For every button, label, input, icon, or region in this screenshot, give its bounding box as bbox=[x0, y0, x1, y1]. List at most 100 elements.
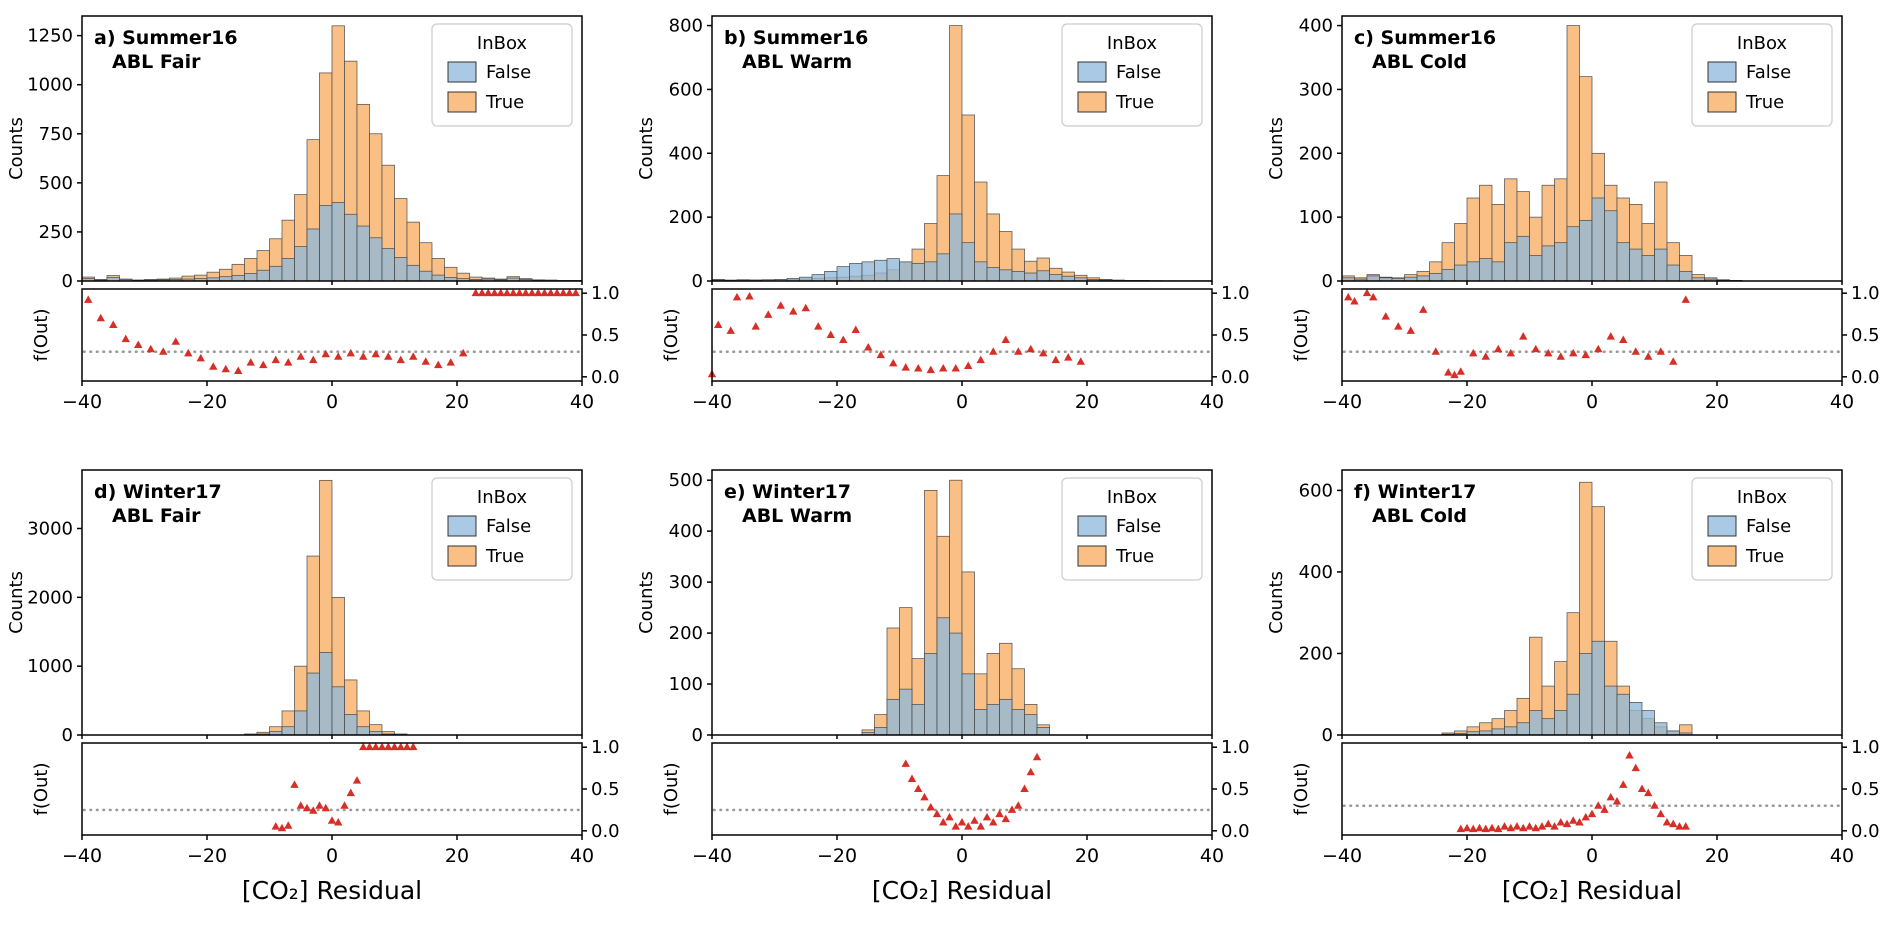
hist-y-axis: 0 250 500 750 1000 1250 bbox=[27, 26, 583, 292]
fout-y-label: f(Out) bbox=[31, 308, 52, 361]
legend-label-false: False bbox=[486, 62, 531, 83]
hist-false-bars bbox=[1341, 197, 1730, 282]
legend-swatch-true bbox=[447, 545, 477, 567]
legend: InBox False True bbox=[431, 477, 573, 581]
panel-f: 0 200 400 600 Counts f) Winter17 ABL Cold InBox… bbox=[1262, 460, 1892, 915]
svg-text:ABL Fair: ABL Fair bbox=[112, 51, 201, 73]
hist-false-bars bbox=[1441, 640, 1693, 736]
svg-text:0.5: 0.5 bbox=[1851, 779, 1880, 800]
svg-text:ABL Cold: ABL Cold bbox=[1372, 505, 1467, 527]
hist-y-axis: 0 100 200 300 400 500 bbox=[669, 470, 1213, 746]
svg-text:40: 40 bbox=[1200, 845, 1224, 867]
legend-swatch-false bbox=[1707, 61, 1737, 83]
fout-markers bbox=[707, 292, 1085, 378]
x-axis: −40 −20 0 20 40 bbox=[692, 835, 1224, 867]
svg-text:−40: −40 bbox=[1322, 845, 1362, 867]
svg-text:−20: −20 bbox=[1447, 391, 1487, 413]
svg-text:0: 0 bbox=[1322, 725, 1333, 746]
svg-text:0: 0 bbox=[1322, 271, 1333, 292]
svg-text:0.5: 0.5 bbox=[1221, 325, 1250, 346]
svg-text:−20: −20 bbox=[187, 845, 227, 867]
hist-y-axis: 0 1000 2000 3000 bbox=[27, 519, 583, 746]
legend-label-true: True bbox=[1115, 92, 1154, 113]
svg-text:40: 40 bbox=[570, 845, 594, 867]
svg-text:1.0: 1.0 bbox=[1851, 283, 1880, 304]
fout-frame bbox=[1341, 742, 1843, 836]
svg-text:0.0: 0.0 bbox=[591, 367, 620, 388]
legend-swatch-false bbox=[1077, 515, 1107, 537]
legend-swatch-false bbox=[1707, 515, 1737, 537]
svg-text:20: 20 bbox=[445, 845, 469, 867]
fout-markers bbox=[1456, 751, 1690, 833]
svg-text:100: 100 bbox=[1299, 207, 1333, 228]
svg-text:c) Summer16: c) Summer16 bbox=[1354, 27, 1496, 49]
svg-text:2000: 2000 bbox=[27, 587, 73, 608]
x-axis-label: [CO₂] Residual bbox=[242, 876, 422, 905]
fout-panel: 0.0 0.5 1.0 bbox=[711, 737, 1250, 842]
svg-text:200: 200 bbox=[669, 207, 703, 228]
svg-text:400: 400 bbox=[669, 143, 703, 164]
svg-text:b) Summer16: b) Summer16 bbox=[724, 27, 868, 49]
fout-panel: 0.0 0.5 1.0 bbox=[707, 283, 1250, 388]
svg-text:−40: −40 bbox=[692, 845, 732, 867]
svg-text:400: 400 bbox=[1299, 16, 1333, 37]
svg-text:0: 0 bbox=[326, 845, 338, 867]
x-axis: −40 −20 0 20 40 bbox=[62, 835, 594, 867]
svg-text:40: 40 bbox=[1830, 845, 1854, 867]
svg-text:20: 20 bbox=[1075, 845, 1099, 867]
hist-y-axis: 0 100 200 300 400 bbox=[1299, 16, 1843, 292]
svg-text:200: 200 bbox=[1299, 143, 1333, 164]
svg-text:1000: 1000 bbox=[27, 75, 73, 96]
legend-label-false: False bbox=[486, 516, 531, 537]
fout-y-label: f(Out) bbox=[1291, 308, 1312, 361]
legend-swatch-false bbox=[447, 61, 477, 83]
hist-y-label: Counts bbox=[636, 571, 657, 634]
svg-text:f) Winter17: f) Winter17 bbox=[1354, 481, 1476, 503]
fout-markers bbox=[1344, 288, 1690, 379]
svg-text:1.0: 1.0 bbox=[1221, 737, 1250, 758]
svg-text:e) Winter17: e) Winter17 bbox=[724, 481, 851, 503]
svg-text:500: 500 bbox=[39, 173, 73, 194]
svg-text:0.0: 0.0 bbox=[1221, 367, 1250, 388]
svg-text:0: 0 bbox=[62, 271, 73, 292]
legend-title: InBox bbox=[1737, 33, 1788, 54]
legend-label-true: True bbox=[1115, 546, 1154, 567]
svg-text:ABL Cold: ABL Cold bbox=[1372, 51, 1467, 73]
legend-title: InBox bbox=[1107, 487, 1158, 508]
legend: InBox False True bbox=[1061, 477, 1203, 581]
legend-swatch-true bbox=[1707, 91, 1737, 113]
legend-swatch-false bbox=[1077, 61, 1107, 83]
hist-y-label: Counts bbox=[6, 571, 27, 634]
svg-text:0.5: 0.5 bbox=[591, 779, 620, 800]
svg-text:0.5: 0.5 bbox=[591, 325, 620, 346]
legend-label-false: False bbox=[1116, 62, 1161, 83]
x-axis-label: [CO₂] Residual bbox=[872, 876, 1052, 905]
svg-text:0: 0 bbox=[956, 845, 968, 867]
svg-text:0.0: 0.0 bbox=[1851, 821, 1880, 842]
legend-label-false: False bbox=[1746, 516, 1791, 537]
fout-frame bbox=[81, 288, 583, 382]
svg-text:1.0: 1.0 bbox=[591, 283, 620, 304]
legend-label-true: True bbox=[485, 546, 524, 567]
svg-text:0: 0 bbox=[62, 725, 73, 746]
svg-text:0: 0 bbox=[326, 391, 338, 413]
svg-text:0.5: 0.5 bbox=[1221, 779, 1250, 800]
svg-text:750: 750 bbox=[39, 124, 73, 145]
fout-y-label: f(Out) bbox=[661, 308, 682, 361]
svg-text:0: 0 bbox=[956, 391, 968, 413]
svg-text:0.0: 0.0 bbox=[1851, 367, 1880, 388]
legend-swatch-true bbox=[1077, 91, 1107, 113]
svg-text:20: 20 bbox=[445, 391, 469, 413]
svg-text:200: 200 bbox=[669, 623, 703, 644]
svg-text:−20: −20 bbox=[187, 391, 227, 413]
legend-title: InBox bbox=[1107, 33, 1158, 54]
hist-false-bars bbox=[81, 202, 583, 282]
fout-y-label: f(Out) bbox=[661, 762, 682, 815]
svg-text:40: 40 bbox=[1830, 391, 1854, 413]
